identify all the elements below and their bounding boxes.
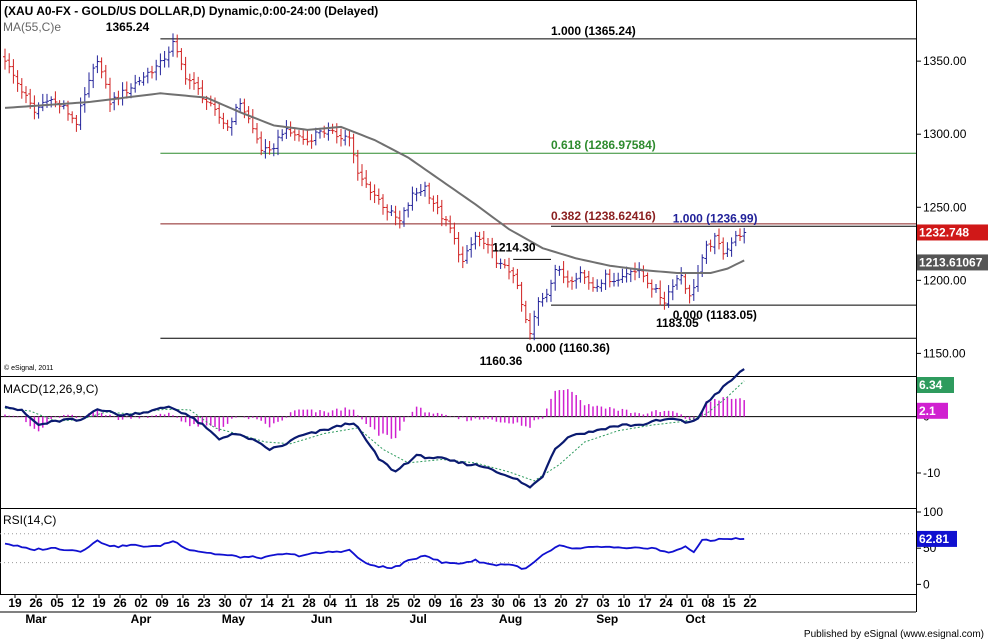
fib-0618-label: 0.618 (1286.97584) [551, 138, 656, 152]
date-axis-day-label: 21 [281, 596, 295, 610]
date-axis-day-label: 30 [218, 596, 232, 610]
fib-0000-label: 0.000 (1160.36) [526, 341, 610, 355]
macd-line [4, 368, 745, 489]
price-axis-label: 1200.00 [923, 273, 967, 287]
rsi-panel-label: RSI(14,C) [3, 513, 56, 527]
macd-panel-label: MACD(12,26,9,C) [3, 382, 98, 396]
date-axis-month-label: Jul [410, 612, 427, 626]
date-axis-day-label: 20 [554, 596, 568, 610]
date-axis-day-label: 04 [323, 596, 337, 610]
date-axis-day-label: 26 [29, 596, 43, 610]
rsi-axis-label: 100 [923, 505, 943, 519]
date-axis-month-label: Aug [499, 612, 522, 626]
date-axis-month-label: May [222, 612, 246, 626]
date-axis-month-label: Apr [131, 612, 152, 626]
date-axis-day-label: 18 [365, 596, 379, 610]
rsi-panel [0, 508, 917, 595]
date-axis-day-label: 03 [596, 596, 610, 610]
date-axis-day-label: 24 [659, 596, 673, 610]
date-axis-day-label: 27 [575, 596, 589, 610]
low-label: 1160.36 [480, 354, 523, 368]
signal-value-badge: 6.34 [919, 378, 943, 392]
swing-1214-label: 1214.30 [492, 240, 536, 254]
date-axis-day-label: 02 [134, 596, 148, 610]
date-axis-month-label: Mar [25, 612, 47, 626]
main-price-panel [0, 0, 917, 377]
date-axis-day-label: 06 [512, 596, 526, 610]
rsi-line [4, 537, 745, 570]
macd-signal-line [4, 380, 745, 482]
date-axis-day-label: 13 [533, 596, 547, 610]
histogram-value-badge-bg [917, 402, 948, 419]
date-axis-day-label: 02 [407, 596, 421, 610]
date-axis-day-label: 08 [701, 596, 715, 610]
fib-0382-label: 0.382 (1238.62416) [551, 209, 656, 223]
date-axis-day-label: 10 [617, 596, 631, 610]
date-axis-day-label: 17 [638, 596, 652, 610]
date-axis-day-label: 14 [260, 596, 274, 610]
ma-value-badge: 1213.61067 [919, 255, 983, 269]
fib2-0000-label: 0.000 (1183.05) [673, 308, 757, 322]
date-axis-day-label: 15 [722, 596, 736, 610]
price-axis-label: 1250.00 [923, 200, 967, 214]
date-axis-day-label: 16 [176, 596, 190, 610]
date-axis-day-label: 25 [386, 596, 400, 610]
copyright-label: © eSignal, 2011 [4, 364, 54, 372]
date-axis-month-label: Oct [685, 612, 705, 626]
date-axis-day-label: 09 [155, 596, 169, 610]
date-axis-day-label: 19 [92, 596, 106, 610]
ma-indicator-label: MA(55,C)e [3, 20, 61, 34]
date-axis-day-label: 26 [113, 596, 127, 610]
date-axis-day-label: 23 [470, 596, 484, 610]
fib-1000-label: 1.000 (1365.24) [551, 24, 636, 38]
date-axis-day-label: 22 [743, 596, 757, 610]
date-axis-day-label: 09 [428, 596, 442, 610]
date-axis-day-label: 28 [302, 596, 316, 610]
date-axis-month-label: Jun [311, 612, 332, 626]
rsi-value-badge-bg [917, 530, 957, 547]
date-axis-day-label: 30 [491, 596, 505, 610]
ma55-line [4, 92, 745, 275]
signal-value-badge-bg [917, 377, 954, 393]
date-axis-day-label: 23 [197, 596, 211, 610]
macd-panel [0, 376, 917, 509]
date-axis-day-label: 19 [8, 596, 22, 610]
last-price-badge: 1232.748 [919, 225, 969, 239]
high-label: 1365.24 [106, 20, 150, 34]
date-axis-day-label: 01 [680, 596, 694, 610]
date-axis-day-label: 07 [239, 596, 253, 610]
price-axis-label: 1150.00 [923, 346, 966, 360]
low2-label: 1183.05 [656, 316, 699, 330]
rsi-value-badge: 62.81 [919, 532, 949, 546]
date-axis-month-label: Sep [596, 612, 618, 626]
date-axis-day-label: 05 [50, 596, 64, 610]
price-axis-label: 1350.00 [923, 54, 967, 68]
date-axis-day-label: 16 [449, 596, 463, 610]
chart-title: (XAU A0-FX - GOLD/US DOLLAR,D) Dynamic,0… [4, 4, 378, 18]
date-axis-day-label: 11 [345, 596, 358, 610]
last-price-badge-bg [917, 224, 988, 241]
macd-axis-label: -10 [923, 466, 941, 480]
ma-value-badge-bg [917, 254, 988, 271]
rsi-axis-label: 0 [923, 577, 930, 591]
published-footer: Published by eSignal (www.esignal.com) [804, 629, 984, 640]
price-axis-label: 1300.00 [923, 127, 967, 141]
histogram-value-badge: 2.1 [919, 404, 936, 418]
date-axis-day-label: 12 [71, 596, 85, 610]
fib2-1000-label: 1.000 (1236.99) [673, 211, 758, 225]
